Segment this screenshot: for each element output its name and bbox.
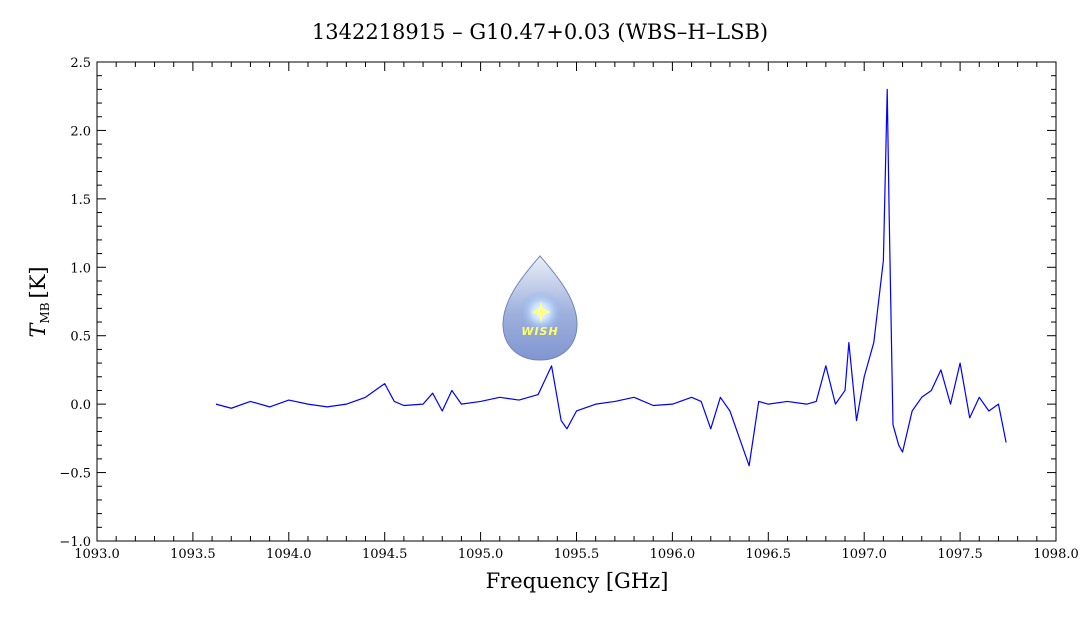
plot-border: [96, 61, 1057, 542]
x-tick-label: 1093.0: [74, 547, 120, 562]
x-tick-label: 1096.5: [746, 547, 792, 562]
y-axis: −1.0 −0.5 0.0 0.5 1.0 1.5 2.0 2.5: [59, 56, 1056, 550]
x-tick-label: 1095.5: [554, 547, 600, 562]
plot-frame: [96, 61, 1057, 542]
x-tick-label: 1097.5: [937, 547, 983, 562]
y-axis-label-sub: MB: [38, 302, 52, 323]
x-tick-label: 1095.0: [458, 547, 504, 562]
x-tick-label: 1097.0: [841, 547, 887, 562]
x-tick-label: 1096.0: [650, 547, 696, 562]
y-axis-label-unit: [K]: [26, 266, 50, 298]
wish-logo: WISH: [502, 255, 578, 361]
logo-text: WISH: [521, 325, 558, 338]
y-tick-label: −0.5: [59, 467, 91, 482]
x-axis-label: Frequency [GHz]: [486, 569, 669, 593]
x-tick-label: 1093.5: [170, 547, 216, 562]
logo-star-icon: [531, 301, 551, 323]
svg-text:TMB[K]: TMB [K]: [26, 266, 52, 337]
y-tick-label: 0.0: [70, 398, 91, 413]
y-tick-label: −1.0: [59, 535, 91, 550]
x-tick-label: 1094.5: [362, 547, 408, 562]
y-tick-label: 0.5: [70, 330, 91, 345]
y-axis-label-main: T: [26, 322, 50, 338]
y-tick-label: 2.0: [70, 124, 91, 139]
x-tick-label: 1098.0: [1033, 547, 1079, 562]
y-tick-label: 2.5: [70, 56, 91, 71]
series-line-0: [215, 88, 1007, 467]
x-axis: 1093.0 1093.5 1094.0 1094.5 1095.0 1095.5 1096…: [74, 62, 1079, 562]
y-tick-label: 1.0: [70, 261, 91, 276]
series-group: [215, 88, 1007, 467]
y-axis-label: TMB [K]: [26, 266, 52, 337]
x-tick-label: 1094.0: [266, 547, 312, 562]
chart-title: 1342218915 – G10.47+0.03 (WBS–H–LSB): [312, 20, 768, 44]
y-tick-label: 1.5: [70, 193, 91, 208]
